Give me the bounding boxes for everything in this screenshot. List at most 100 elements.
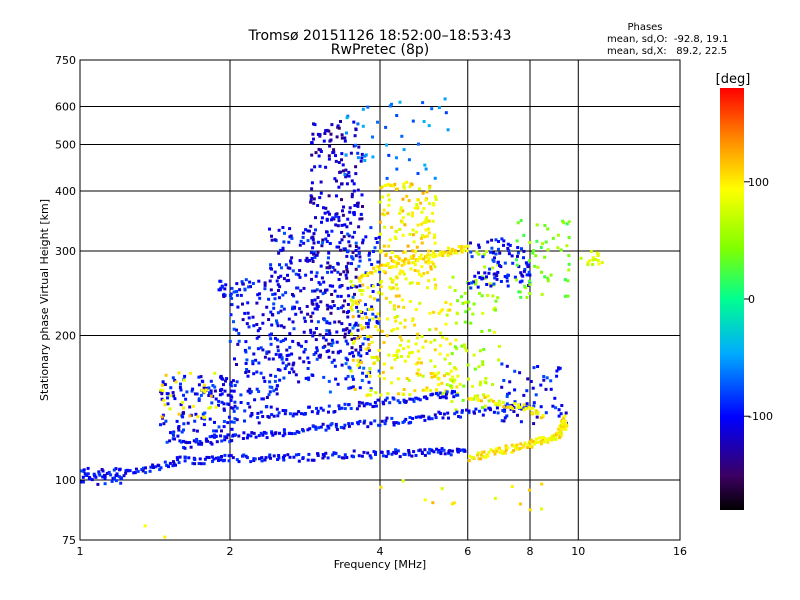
- data-point: [163, 535, 167, 539]
- data-point: [236, 305, 240, 309]
- data-point: [276, 324, 280, 328]
- data-point: [476, 451, 480, 455]
- data-point: [541, 242, 544, 246]
- data-point: [174, 463, 177, 467]
- data-point: [344, 377, 348, 381]
- data-point: [519, 219, 523, 222]
- data-point: [512, 449, 516, 453]
- data-point: [403, 400, 406, 404]
- data-point: [447, 416, 450, 420]
- data-point: [416, 349, 420, 353]
- data-point: [503, 275, 507, 278]
- data-point: [534, 440, 538, 444]
- data-point: [311, 374, 315, 377]
- data-point: [178, 455, 182, 459]
- data-point: [281, 434, 285, 438]
- data-point: [321, 456, 325, 460]
- data-point: [351, 250, 355, 254]
- data-point: [285, 364, 288, 368]
- data-point: [229, 313, 233, 317]
- data-point: [332, 358, 336, 362]
- data-point: [472, 353, 476, 357]
- data-point: [392, 328, 396, 332]
- phase-stats-title: Phases: [627, 22, 662, 33]
- data-point: [294, 312, 298, 316]
- data-point: [359, 309, 363, 313]
- data-point: [256, 411, 260, 415]
- data-point: [364, 347, 368, 351]
- data-point: [565, 222, 569, 226]
- data-point: [360, 327, 364, 331]
- data-point: [301, 456, 305, 460]
- data-point: [500, 385, 504, 389]
- data-point: [232, 290, 236, 294]
- data-point: [246, 301, 250, 305]
- data-point: [397, 256, 401, 260]
- data-point: [327, 154, 331, 158]
- data-point: [453, 390, 456, 394]
- data-point: [564, 411, 568, 415]
- data-point: [363, 154, 367, 158]
- data-point: [331, 350, 335, 354]
- data-point: [299, 239, 303, 243]
- data-point: [567, 220, 571, 224]
- data-point: [347, 309, 351, 313]
- data-point: [282, 376, 286, 380]
- data-point: [424, 218, 428, 221]
- data-point: [404, 417, 408, 421]
- data-point: [392, 421, 396, 425]
- data-point: [364, 303, 367, 307]
- data-point: [335, 245, 339, 249]
- data-point: [281, 455, 285, 459]
- data-point: [86, 472, 90, 476]
- data-point: [246, 311, 250, 315]
- data-point: [560, 404, 564, 407]
- data-point: [455, 251, 459, 255]
- data-point: [269, 263, 273, 267]
- data-point: [171, 376, 175, 380]
- data-point: [210, 434, 214, 438]
- data-point: [469, 396, 472, 400]
- data-point: [440, 487, 444, 491]
- data-point: [312, 137, 315, 141]
- data-point: [319, 289, 323, 293]
- data-point: [345, 276, 349, 280]
- data-point: [280, 304, 284, 308]
- data-point: [244, 371, 248, 374]
- data-point: [306, 259, 310, 263]
- data-point: [162, 422, 166, 426]
- data-point: [212, 457, 216, 461]
- data-point: [469, 241, 472, 245]
- data-point: [403, 318, 407, 322]
- data-point: [384, 419, 388, 423]
- data-point: [301, 235, 305, 239]
- data-point: [371, 307, 374, 311]
- data-point: [443, 374, 446, 378]
- data-point: [327, 379, 331, 383]
- data-point: [503, 261, 507, 265]
- data-point: [591, 256, 595, 260]
- data-point: [481, 413, 485, 417]
- data-point: [362, 450, 366, 454]
- data-point: [477, 245, 481, 249]
- data-point: [353, 339, 356, 343]
- data-point: [479, 399, 483, 403]
- data-point: [330, 338, 334, 342]
- data-point: [484, 381, 488, 385]
- data-point: [277, 251, 281, 255]
- data-point: [501, 409, 505, 412]
- data-point: [522, 256, 525, 260]
- plot-frame: [79, 59, 681, 541]
- data-point: [529, 380, 533, 383]
- data-point: [497, 240, 500, 243]
- data-point: [546, 248, 550, 252]
- data-point: [486, 454, 490, 458]
- data-point: [422, 257, 425, 261]
- phase-stats-x: mean, sd,X: 89.2, 22.5: [607, 46, 727, 57]
- data-point: [333, 268, 337, 272]
- data-point: [269, 337, 273, 341]
- data-point: [413, 269, 417, 272]
- data-point: [445, 313, 449, 317]
- data-point: [510, 254, 514, 258]
- data-point: [268, 279, 272, 283]
